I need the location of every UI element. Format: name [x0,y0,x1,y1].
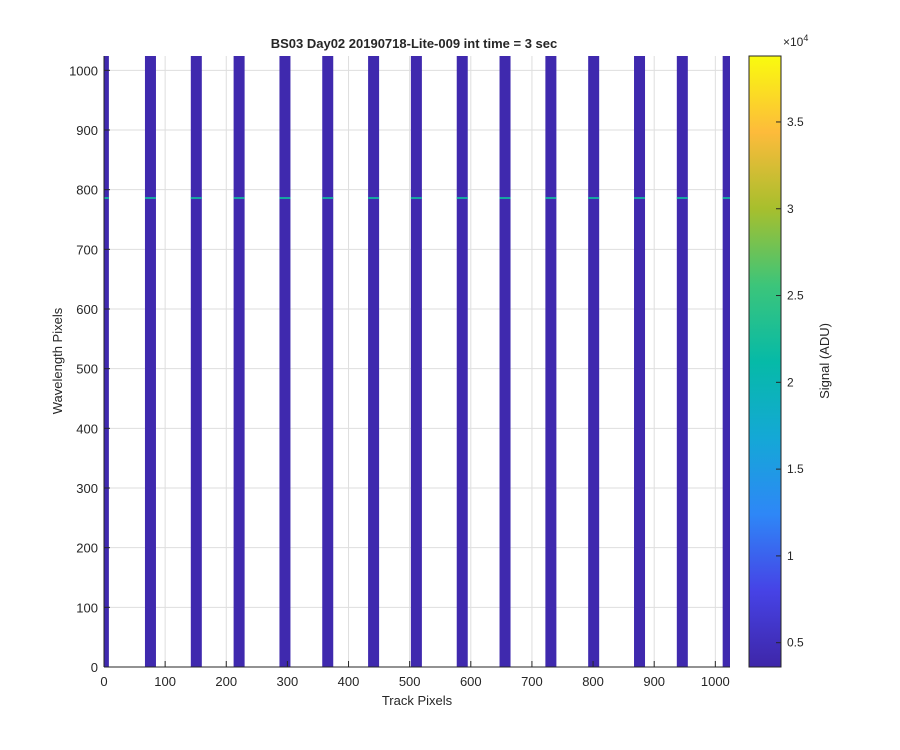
y-tick-label: 800 [76,183,98,198]
stripe [322,56,334,667]
y-axis-label: Wavelength Pixels [50,307,65,414]
bright-line-segment [322,197,334,200]
bright-line-segment [144,197,156,200]
x-tick-label: 400 [338,674,360,689]
colorbar-tick-label: 1.5 [787,462,804,476]
y-tick-label: 200 [76,541,98,556]
y-tick-label: 0 [91,660,98,675]
bright-line-segment [104,197,109,200]
y-tick-label: 500 [76,362,98,377]
stripe [233,56,245,667]
bright-line-segment [190,197,202,200]
stripe [368,56,380,667]
y-tick-label: 900 [76,123,98,138]
stripe [144,56,156,667]
bright-line [104,197,730,200]
colorbar: 0.5 1 1.5 2 2.5 3 3.5 ×104 Signal (ADU) [748,33,832,668]
axes [103,56,730,668]
stripe [410,56,422,667]
stripe [634,56,646,667]
bright-line-segment [368,197,380,200]
y-tick-label: 300 [76,481,98,496]
y-tick-label: 400 [76,421,98,436]
x-tick-label: 800 [582,674,604,689]
x-tick-label: 0 [100,674,107,689]
bright-line-segment [499,197,511,200]
stripe [279,56,291,667]
bright-line-segment [634,197,646,200]
bright-line-segment [456,197,468,200]
x-tick-label: 900 [643,674,665,689]
colorbar-gradient [748,55,782,668]
stripe [190,56,202,667]
colorbar-tick-label: 3 [787,202,794,216]
colorbar-tick-label: 2.5 [787,289,804,303]
y-tick-label: 700 [76,242,98,257]
y-tick-label: 100 [76,600,98,615]
heatmap-stripes [104,56,730,667]
stripe [104,56,109,667]
y-tick-label: 1000 [69,63,98,78]
colorbar-tick-label: 1 [787,549,794,563]
colorbar-exponent: ×104 [783,33,808,49]
bright-line-segment [545,197,557,200]
chart-title: BS03 Day02 20190718-Lite-009 int time = … [271,36,558,51]
colorbar-label: Signal (ADU) [817,323,832,399]
x-axis-label: Track Pixels [382,693,453,708]
y-ticks: 0 100 200 300 400 500 600 700 800 900 1000 [69,63,110,675]
stripe [456,56,468,667]
x-tick-label: 200 [215,674,237,689]
bright-line-segment [279,197,291,200]
x-tick-label: 1000 [701,674,730,689]
y-tick-label: 600 [76,302,98,317]
colorbar-ticks: 0.5 1 1.5 2 2.5 3 3.5 [776,115,804,650]
colorbar-tick-label: 2 [787,375,794,389]
stripe [545,56,557,667]
bright-line-segment [588,197,600,200]
colorbar-tick-label: 3.5 [787,115,804,129]
x-tick-label: 100 [154,674,176,689]
bright-line-segment [233,197,245,200]
colorbar-tick-label: 0.5 [787,636,804,650]
stripe [499,56,511,667]
bright-line-segment [410,197,422,200]
x-tick-label: 600 [460,674,482,689]
x-tick-label: 500 [399,674,421,689]
stripe [588,56,600,667]
stripe [676,56,688,667]
x-ticks: 0 100 200 300 400 500 600 700 800 900 1000 [100,661,730,689]
x-tick-label: 700 [521,674,543,689]
bright-line-segment [676,197,688,200]
bright-line-segment [722,197,730,200]
stripe [722,56,730,667]
x-tick-label: 300 [277,674,299,689]
